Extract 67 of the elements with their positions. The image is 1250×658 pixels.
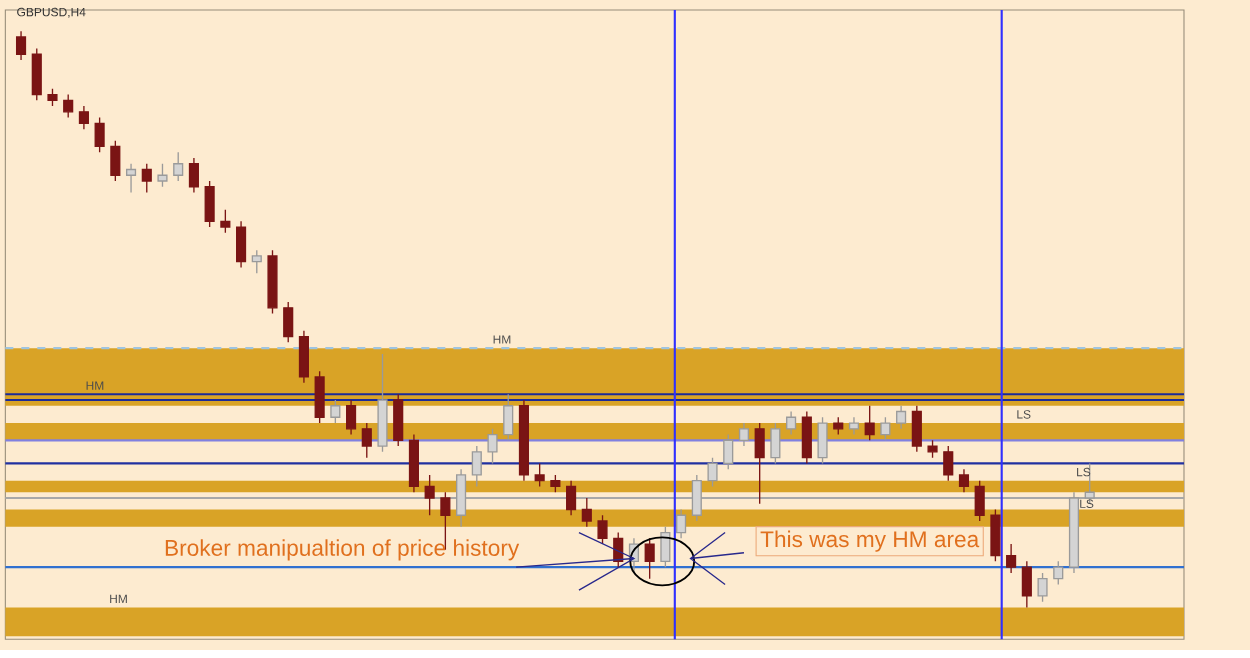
- candlestick: [408, 434, 419, 494]
- candlestick: [15, 30, 27, 61]
- candlestick: [644, 537, 655, 580]
- candlestick: [974, 480, 985, 522]
- candlestick: [896, 405, 907, 430]
- candlestick: [456, 468, 467, 528]
- candlestick: [864, 405, 875, 442]
- candlestick: [1021, 560, 1032, 609]
- candlestick: [314, 370, 325, 424]
- candlestick: [78, 105, 89, 130]
- candlestick: [566, 480, 577, 517]
- candlestick: [503, 393, 514, 442]
- candlestick: [236, 220, 247, 269]
- candlestick: [581, 497, 592, 528]
- candlestick: [141, 163, 152, 194]
- candlestick: [31, 47, 42, 102]
- candlestick: [110, 140, 121, 182]
- candlestick: [157, 163, 168, 188]
- candlestick: [534, 462, 545, 488]
- candlestick: [958, 468, 970, 494]
- candlestick: [801, 411, 812, 465]
- candlestick: [220, 209, 231, 234]
- candlestick: [723, 434, 734, 471]
- annotation: Broker manipualtion of price history: [165, 539, 520, 561]
- candlestick: [393, 393, 404, 447]
- candlestick: [880, 416, 891, 442]
- candlestick: [786, 411, 797, 436]
- candlestick: [990, 509, 1001, 563]
- candlestick: [251, 249, 262, 275]
- candlestick: [848, 416, 860, 436]
- candlestick: [487, 428, 498, 465]
- candlestick: [424, 474, 435, 517]
- candlestick: [1068, 491, 1080, 574]
- candlestick: [738, 422, 750, 447]
- candlestick: [47, 88, 58, 107]
- candlestick: [330, 399, 341, 424]
- candlestick: [361, 422, 372, 459]
- candlestick: [660, 526, 671, 568]
- annotation: This was my HM area: [760, 530, 980, 552]
- candlestick: [943, 445, 954, 482]
- candlestick: [550, 474, 561, 494]
- candlestick: [676, 509, 687, 540]
- candlestick: [707, 457, 718, 488]
- candlestick: [927, 439, 938, 459]
- candlestick: [346, 399, 357, 436]
- candlestick: [377, 353, 388, 453]
- candlestick: [63, 94, 74, 119]
- candlestick: [597, 514, 608, 545]
- candlestick: [1006, 543, 1017, 574]
- candlestick: [1037, 572, 1048, 603]
- candlestick: [267, 249, 278, 315]
- candlestick: [833, 416, 844, 436]
- candlestick: [94, 117, 105, 154]
- candlestick: [770, 422, 781, 465]
- candlestick: [188, 157, 199, 194]
- candlestick: [173, 151, 184, 182]
- candlestick: [125, 163, 137, 194]
- candlestick: [471, 445, 482, 488]
- candlestick: [1053, 560, 1064, 586]
- candlestick: [204, 180, 215, 228]
- candlestick: [283, 301, 294, 344]
- candlestick: [691, 474, 702, 522]
- candlestick: [817, 416, 828, 465]
- candlestick: [298, 330, 309, 384]
- candlestick: [911, 405, 922, 453]
- candlestick: [518, 399, 530, 482]
- candlestick: [754, 422, 765, 505]
